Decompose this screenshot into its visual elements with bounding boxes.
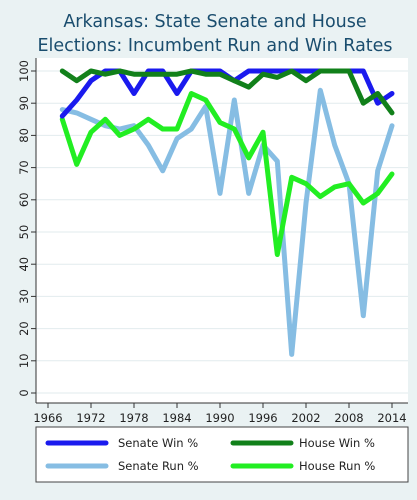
y-tick-label-0: 0 xyxy=(17,389,31,396)
x-tick-label-1990: 1990 xyxy=(205,411,234,425)
x-tick-label-1966: 1966 xyxy=(33,411,62,425)
legend-box xyxy=(35,426,409,483)
legend-label-house-run: House Run % xyxy=(299,459,375,473)
legend-label-senate-run: Senate Run % xyxy=(118,459,199,473)
x-tick-label-2008: 2008 xyxy=(334,411,363,425)
x-tick-label-1984: 1984 xyxy=(162,411,191,425)
x-tick-label-1978: 1978 xyxy=(119,411,148,425)
y-tick-label-40: 40 xyxy=(17,257,31,272)
y-tick-label-90: 90 xyxy=(17,96,31,111)
legend-label-senate-win: Senate Win % xyxy=(118,436,198,450)
y-tick-label-70: 70 xyxy=(17,160,31,175)
y-tick-label-50: 50 xyxy=(17,225,31,240)
legend-label-house-win: House Win % xyxy=(299,436,375,450)
series-layer xyxy=(59,68,395,357)
x-tick-label-1996: 1996 xyxy=(248,411,277,425)
chart-title-line-2: Elections: Incumbent Run and Win Rates xyxy=(37,36,392,56)
x-tick-label-2014: 2014 xyxy=(377,411,406,425)
series-line-house-run xyxy=(59,91,395,257)
y-tick-label-80: 80 xyxy=(17,128,31,143)
y-tick-label-60: 60 xyxy=(17,192,31,207)
y-tick-label-30: 30 xyxy=(17,289,31,304)
series-line-senate-run xyxy=(59,87,395,357)
chart-title-line-1: Arkansas: State Senate and House xyxy=(63,12,366,32)
y-tick-label-100: 100 xyxy=(17,60,31,82)
plot-area xyxy=(36,58,408,403)
legend: Senate Win % House Win % Senate Run % House… xyxy=(35,426,409,483)
x-tick-label-2002: 2002 xyxy=(291,411,320,425)
series-line-house-win xyxy=(59,68,395,116)
y-tick-label-20: 20 xyxy=(17,321,31,336)
x-tick-label-1972: 1972 xyxy=(76,411,105,425)
axes: 0 10 20 30 40 50 60 70 80 90 100 1966 1972 1978 1984 19… xyxy=(17,58,408,425)
y-tick-label-10: 10 xyxy=(17,353,31,368)
